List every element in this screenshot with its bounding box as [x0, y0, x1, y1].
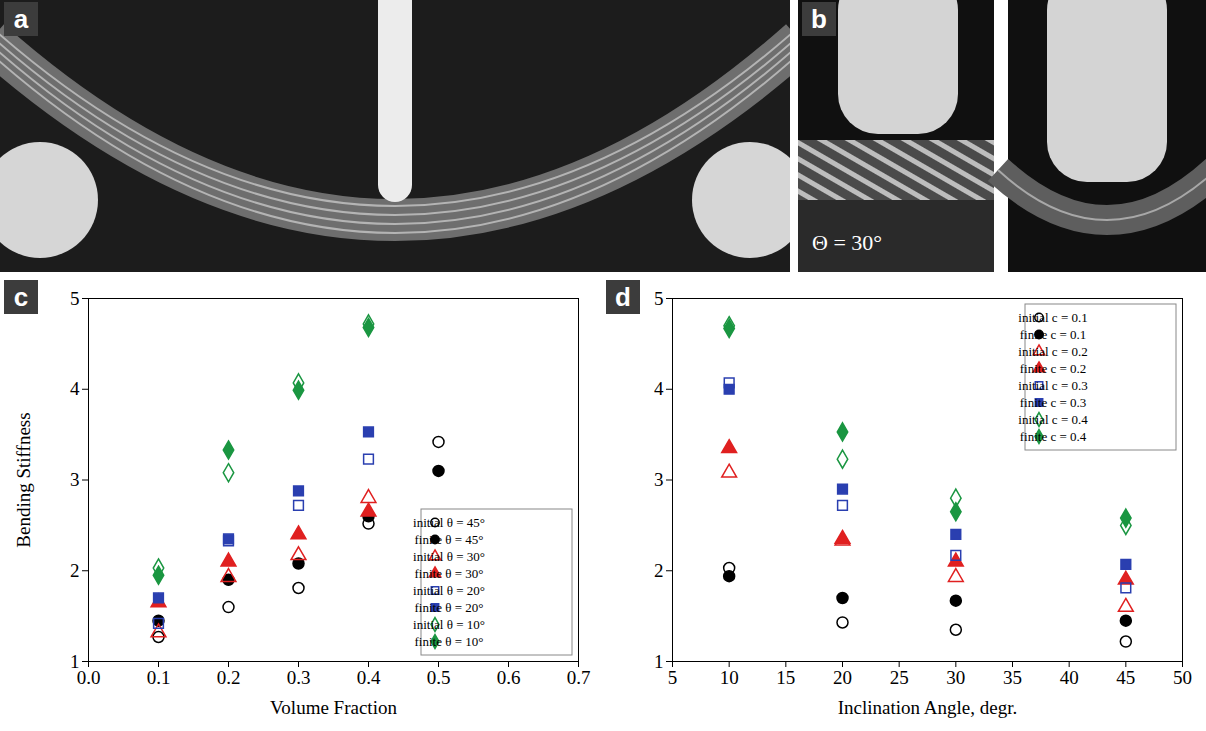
svg-text:finite c = 0.2: finite c = 0.2 [1020, 361, 1087, 376]
svg-text:0.1: 0.1 [147, 667, 171, 688]
svg-text:1: 1 [70, 650, 80, 672]
svg-text:5: 5 [70, 288, 80, 309]
svg-text:finite θ = 30°: finite θ = 30° [415, 566, 484, 581]
svg-text:3: 3 [654, 469, 664, 490]
svg-text:5: 5 [654, 288, 664, 309]
svg-text:Volume Fraction: Volume Fraction [270, 697, 397, 718]
svg-text:40: 40 [1060, 667, 1079, 688]
svg-text:10: 10 [720, 667, 739, 688]
svg-text:Bending Stiffness: Bending Stiffness [13, 412, 34, 547]
svg-text:initial θ = 30°: initial θ = 30° [413, 549, 485, 564]
svg-text:20: 20 [833, 667, 852, 688]
svg-text:3: 3 [70, 469, 80, 490]
svg-text:finite θ = 20°: finite θ = 20° [415, 600, 484, 615]
svg-text:initial θ = 10°: initial θ = 10° [413, 617, 485, 632]
svg-text:0.6: 0.6 [497, 667, 521, 688]
svg-text:finite θ = 45°: finite θ = 45° [415, 532, 484, 547]
svg-text:4: 4 [654, 378, 664, 399]
svg-text:initial c = 0.1: initial c = 0.1 [1018, 310, 1087, 325]
svg-text:30: 30 [946, 667, 965, 688]
svg-text:0.7: 0.7 [567, 667, 591, 688]
svg-text:finite c = 0.4: finite c = 0.4 [1020, 429, 1087, 444]
svg-text:1: 1 [654, 651, 664, 672]
svg-text:initial c = 0.3: initial c = 0.3 [1018, 378, 1087, 393]
svg-text:5: 5 [668, 667, 678, 688]
html-text:c: c [13, 281, 29, 312]
svg-text:4: 4 [70, 378, 80, 399]
svg-text:0.3: 0.3 [287, 667, 311, 688]
svg-text:15: 15 [776, 667, 795, 688]
svg-text:initial θ = 20°: initial θ = 20° [413, 583, 485, 598]
svg-text:35: 35 [1003, 667, 1022, 688]
html-text:d: d [615, 281, 631, 312]
svg-text:Inclination Angle, degr.: Inclination Angle, degr. [838, 697, 1017, 718]
svg-text:0.0: 0.0 [77, 667, 101, 688]
html-text:a: a [13, 3, 29, 34]
svg-text:initial c = 0.4: initial c = 0.4 [1018, 412, 1088, 427]
html-text:b: b [811, 3, 827, 34]
svg-text:0.2: 0.2 [217, 667, 241, 688]
svg-text:finite c = 0.3: finite c = 0.3 [1020, 395, 1087, 410]
svg-text:2: 2 [70, 560, 80, 581]
svg-text:0.5: 0.5 [427, 667, 451, 688]
svg-text:initial θ = 45°: initial θ = 45° [413, 515, 485, 530]
svg-text:45: 45 [1116, 667, 1135, 688]
svg-text:25: 25 [890, 667, 909, 688]
svg-text:finite c = 0.1: finite c = 0.1 [1020, 327, 1087, 342]
svg-text:2: 2 [654, 560, 664, 581]
svg-text:finite θ = 10°: finite θ = 10° [415, 634, 484, 649]
svg-text:Θ = 30°: Θ = 30° [812, 230, 882, 255]
svg-text:50: 50 [1173, 667, 1192, 688]
svg-text:0.4: 0.4 [357, 667, 381, 688]
svg-text:initial c = 0.2: initial c = 0.2 [1018, 344, 1087, 359]
